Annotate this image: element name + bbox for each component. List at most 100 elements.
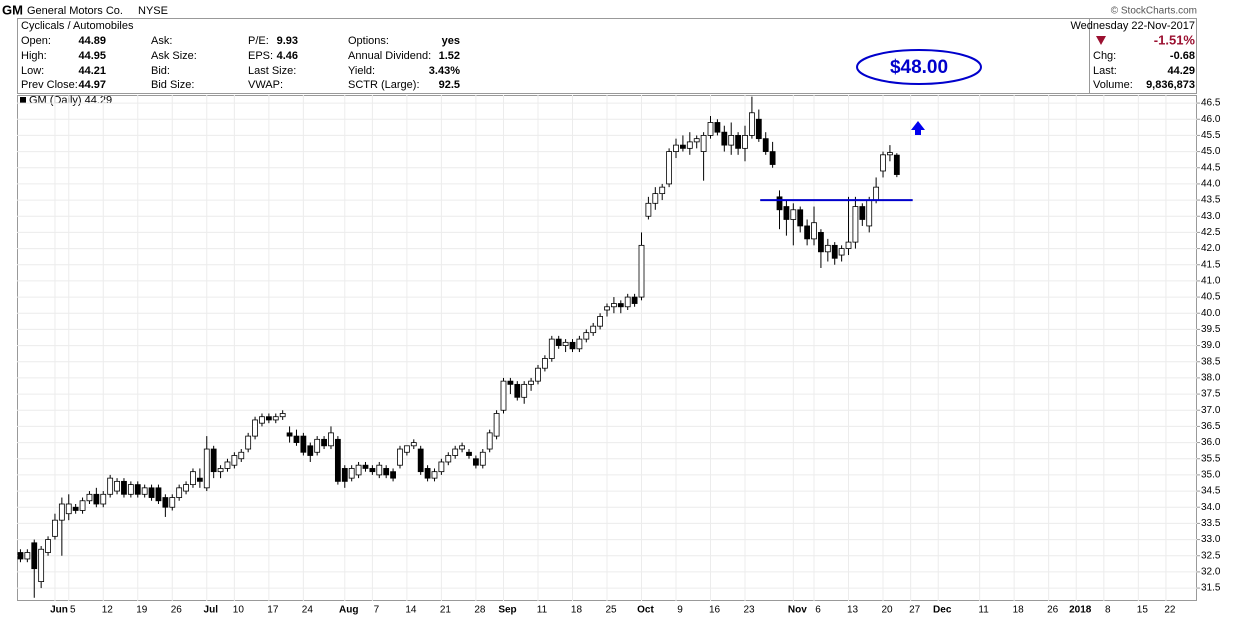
candle-body [341, 468, 348, 482]
candle-body [355, 464, 362, 476]
candle-body [804, 225, 811, 240]
candle-body [666, 151, 673, 185]
y-tick-label: 33.0 [1201, 534, 1221, 545]
candle-body [624, 296, 631, 308]
x-tick-label: 22 [1164, 605, 1176, 616]
candle-body [100, 493, 107, 505]
sector: Cyclicals / Automobiles [21, 20, 134, 32]
x-tick-label: 10 [233, 605, 245, 616]
x-tick-label: 26 [171, 605, 183, 616]
x-tick-label: 18 [1013, 605, 1025, 616]
x-tick-label: 21 [440, 605, 452, 616]
candle-body [541, 358, 548, 369]
x-tick-label: Dec [933, 605, 952, 616]
candle-body [811, 222, 817, 240]
candle-body [431, 471, 438, 479]
stat-value: 3.43% [429, 65, 460, 77]
candle-body [590, 325, 597, 334]
y-tick-label: 40.5 [1201, 292, 1221, 303]
candle-body [645, 202, 652, 217]
candle-body [31, 542, 38, 570]
candle-body [79, 500, 86, 511]
x-tick-label: 15 [1137, 605, 1149, 616]
candle-body [859, 206, 866, 220]
y-tick-label: 40.0 [1201, 308, 1221, 319]
candle-body [369, 468, 376, 473]
quote-value: -0.68 [1170, 50, 1195, 62]
x-tick-label: 23 [743, 605, 755, 616]
stat-value: 9.93 [277, 35, 298, 47]
x-tick-label: 11 [537, 605, 548, 616]
y-tick-label: 38.0 [1201, 373, 1221, 384]
stat-label: P/E: [248, 35, 269, 47]
y-tick-label: 34.5 [1201, 486, 1221, 497]
stat-label: Yield: [348, 65, 375, 77]
candle-body [203, 448, 210, 489]
candle-body [183, 484, 189, 492]
stat-label: Ask Size: [151, 50, 197, 62]
candle-body [714, 122, 721, 133]
candle-body [438, 461, 445, 473]
stat-value: yes [442, 35, 460, 47]
candle-body [348, 468, 355, 479]
x-tick-label: 7 [374, 605, 380, 616]
y-tick-label: 34.0 [1201, 502, 1221, 513]
candle-body [776, 196, 783, 211]
candle-body [321, 438, 327, 447]
x-tick-label: 9 [677, 605, 683, 616]
x-tick-label: 11 [978, 605, 989, 616]
candle-body [169, 497, 176, 508]
x-tick-label: 24 [302, 605, 314, 616]
x-tick-label: 25 [605, 605, 617, 616]
stat-value: 44.97 [78, 79, 106, 91]
y-tick-label: 38.5 [1201, 356, 1221, 367]
x-tick-label: 14 [405, 605, 417, 616]
candle-body [279, 413, 286, 418]
arrow-head [911, 121, 925, 130]
candle-body [562, 341, 569, 346]
x-tick-label: 16 [709, 605, 721, 616]
stat-label: Low: [21, 65, 44, 77]
x-tick-label: 2018 [1069, 605, 1092, 616]
candle-body [38, 548, 45, 583]
candle-body [403, 445, 410, 453]
x-tick-label: 6 [815, 605, 821, 616]
y-tick-label: 36.5 [1201, 421, 1221, 432]
x-tick-label: 13 [847, 605, 859, 616]
change-percent: -1.51% [1154, 32, 1196, 47]
y-tick-label: 43.5 [1201, 195, 1221, 206]
y-tick-label: 46.5 [1201, 98, 1221, 109]
candle-body [845, 241, 852, 249]
candle-body [314, 438, 321, 453]
candle-body [604, 306, 610, 311]
x-tick-label: Jul [204, 605, 219, 616]
candle-body [569, 341, 576, 350]
candle-body [217, 468, 224, 473]
x-tick-label: 20 [881, 605, 893, 616]
candle-body [597, 316, 603, 327]
x-tick-label: Aug [339, 605, 358, 616]
candle-body [52, 519, 58, 537]
candle-body [831, 244, 838, 259]
x-tick-label: 18 [571, 605, 583, 616]
candle-body [17, 552, 24, 560]
candle-body [224, 461, 231, 469]
candle-body [818, 232, 824, 253]
candle-body [693, 138, 700, 143]
y-tick-label: 35.0 [1201, 470, 1221, 481]
symbol: GM [2, 2, 23, 17]
candle-body [452, 448, 459, 456]
stat-value: 44.95 [78, 50, 106, 62]
candle-body [196, 477, 203, 482]
target-label: $48.00 [890, 57, 948, 78]
candle-body [824, 244, 831, 253]
candle-body [141, 487, 148, 495]
y-tick-label: 32.5 [1201, 550, 1221, 561]
candle-body [148, 487, 155, 498]
quote-label: Last: [1093, 65, 1117, 77]
candle-body [272, 416, 279, 421]
down-triangle [1096, 36, 1106, 45]
candle-body [376, 464, 383, 476]
candle-body [231, 455, 238, 466]
